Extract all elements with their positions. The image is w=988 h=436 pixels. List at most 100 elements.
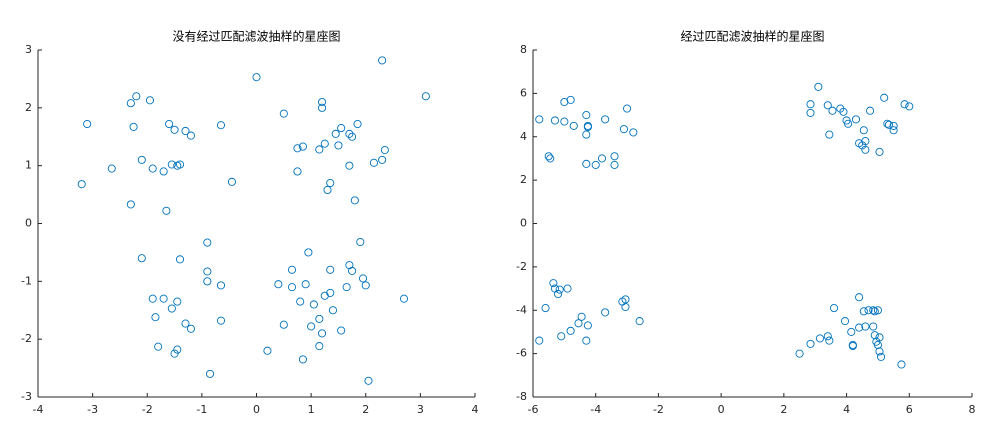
x-tick-label: 4 xyxy=(843,403,850,416)
point xyxy=(167,304,176,313)
point xyxy=(165,119,174,129)
point xyxy=(550,116,560,125)
point xyxy=(315,342,324,351)
point xyxy=(855,323,864,332)
x-tick-label: 6 xyxy=(906,403,913,416)
point xyxy=(582,159,591,168)
point xyxy=(203,267,212,276)
point xyxy=(145,96,155,105)
point xyxy=(159,294,168,303)
point xyxy=(619,125,628,134)
point xyxy=(884,120,893,129)
point xyxy=(206,369,215,378)
point xyxy=(154,342,163,351)
y-tick-label: 0 xyxy=(25,217,32,230)
point xyxy=(137,254,146,263)
point xyxy=(557,332,566,341)
point xyxy=(825,130,834,139)
point xyxy=(345,129,354,138)
point xyxy=(597,154,607,163)
x-tick-label: 4 xyxy=(472,403,479,416)
point xyxy=(583,122,592,132)
point xyxy=(148,164,157,173)
x-tick-label: -2 xyxy=(653,403,664,416)
point xyxy=(279,109,288,118)
point xyxy=(287,265,297,274)
point xyxy=(181,126,190,136)
point xyxy=(900,100,909,109)
point xyxy=(301,280,310,289)
point xyxy=(844,119,853,128)
point xyxy=(203,277,212,286)
point xyxy=(635,317,644,326)
point xyxy=(535,336,544,345)
x-tick-label: -3 xyxy=(87,403,98,416)
point xyxy=(541,304,550,313)
point xyxy=(583,321,592,330)
point xyxy=(148,294,157,303)
point xyxy=(170,349,179,358)
point xyxy=(861,145,870,154)
y-tick-label: -8 xyxy=(516,390,527,403)
y-tick-label: 3 xyxy=(25,43,32,56)
point xyxy=(296,297,305,306)
point xyxy=(345,161,354,170)
x-tick-label: 2 xyxy=(362,403,369,416)
point xyxy=(839,107,848,116)
point xyxy=(861,322,870,331)
point xyxy=(582,130,591,139)
y-tick-label: 0 xyxy=(520,217,527,230)
x-tick-label: 8 xyxy=(969,403,976,416)
y-tick-label: -3 xyxy=(21,390,32,403)
point xyxy=(380,146,389,155)
point xyxy=(350,196,359,205)
point xyxy=(293,144,302,153)
point xyxy=(554,289,563,299)
point xyxy=(170,125,179,134)
point xyxy=(348,132,357,141)
y-tick-label: -4 xyxy=(516,303,527,316)
point xyxy=(897,360,906,369)
y-tick-label: 8 xyxy=(520,43,527,56)
point xyxy=(806,108,815,117)
point xyxy=(175,255,185,264)
point xyxy=(560,117,569,126)
point xyxy=(566,95,575,104)
point xyxy=(869,322,878,331)
point xyxy=(869,306,878,315)
point xyxy=(304,248,313,257)
point xyxy=(889,121,898,130)
x-tick-label: -2 xyxy=(142,403,153,416)
point xyxy=(364,376,373,385)
y-tick-label: -6 xyxy=(516,347,527,360)
point xyxy=(795,349,804,358)
point xyxy=(859,126,868,135)
point xyxy=(847,327,856,336)
point xyxy=(126,99,135,108)
point xyxy=(806,339,815,348)
point xyxy=(331,129,340,138)
point xyxy=(864,306,873,315)
point xyxy=(298,355,307,364)
point xyxy=(309,300,318,309)
y-tick-label: -2 xyxy=(516,260,527,273)
point xyxy=(77,180,86,189)
point xyxy=(610,160,619,169)
point xyxy=(317,329,327,338)
point xyxy=(216,281,226,290)
point xyxy=(621,302,630,312)
point xyxy=(825,336,834,345)
point xyxy=(83,119,92,129)
point xyxy=(555,285,564,294)
point xyxy=(399,294,409,303)
point xyxy=(137,155,146,164)
y-tick-label: -2 xyxy=(21,332,32,345)
y-tick-label: 2 xyxy=(520,173,527,186)
point xyxy=(840,317,850,326)
point xyxy=(610,152,619,161)
point xyxy=(216,316,226,325)
x-tick-label: -6 xyxy=(528,403,539,416)
chart-title: 经过匹配滤波抽样的星座图 xyxy=(680,29,824,44)
point xyxy=(298,142,307,151)
point xyxy=(582,111,591,120)
